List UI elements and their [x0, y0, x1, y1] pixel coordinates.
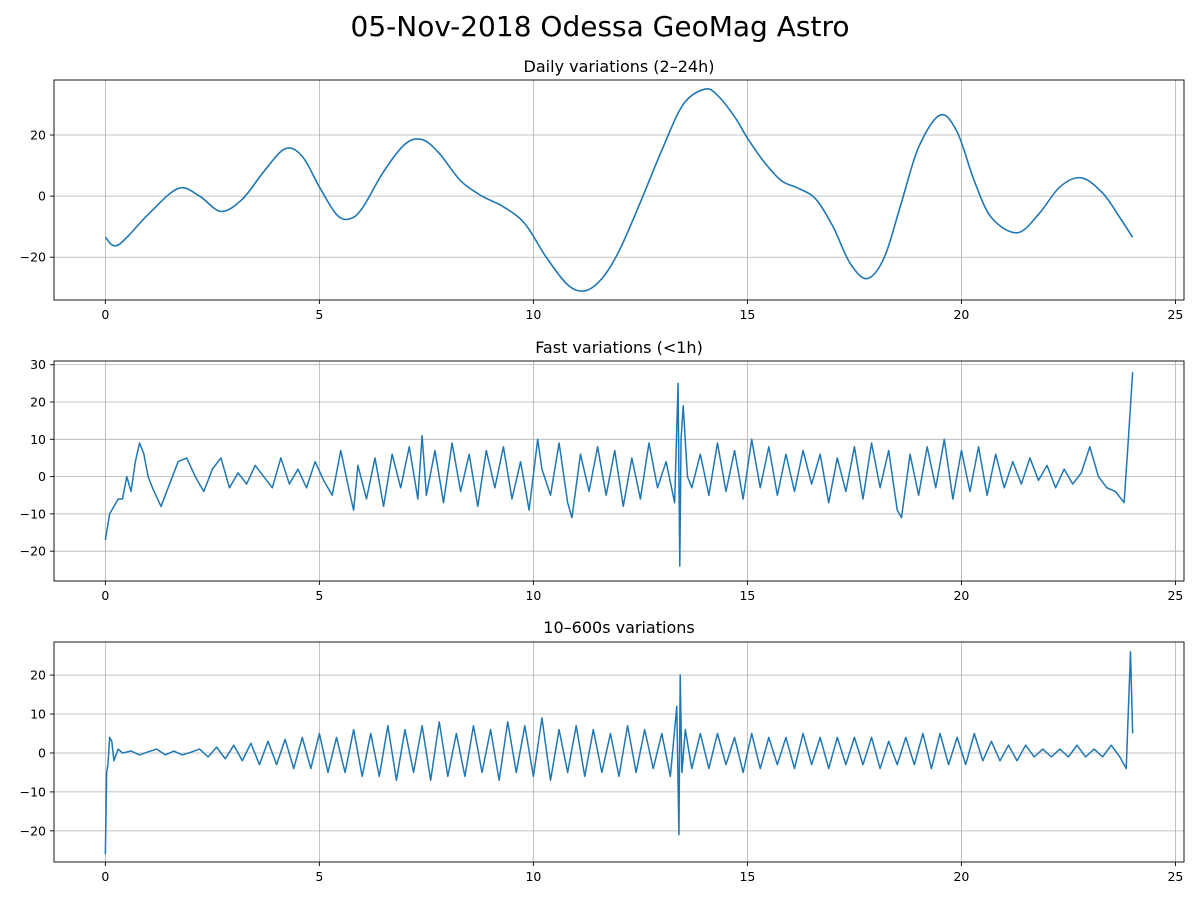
x-tick-label: 20: [953, 588, 969, 603]
panel-daily-variations: Daily variations (2–24h) 0 5 10 15 20 25 −20 0 2…: [20, 57, 1185, 322]
panel-short-period-variations: 10–600s variations 0 5 10 15 20 25 −20 −10 0 10 20: [20, 618, 1185, 884]
y-tick-label: 0: [38, 745, 46, 760]
x-tick-label: 15: [739, 307, 755, 322]
panel-title: Daily variations (2–24h): [524, 57, 715, 76]
series-line: [104, 372, 1134, 567]
figure-title: 05-Nov-2018 Odessa GeoMag Astro: [350, 10, 850, 43]
y-tick-label: 20: [30, 668, 46, 683]
panel-fast-variations: Fast variations (<1h) 0 5 10 15 20 25 −20 −10 0 1…: [20, 338, 1185, 603]
series-line: [104, 88, 1134, 292]
x-tick-label: 15: [739, 869, 755, 884]
y-tick-label: 10: [30, 707, 46, 722]
x-tick-label: 0: [101, 588, 109, 603]
x-tick-label: 25: [1167, 588, 1183, 603]
y-tick-label: 30: [30, 357, 46, 372]
panel-title: 10–600s variations: [543, 618, 694, 637]
x-tick-label: 10: [525, 869, 541, 884]
axes-frame: [53, 79, 1185, 301]
axes-frame: [53, 641, 1185, 863]
y-tick-label: 0: [38, 189, 46, 204]
y-tick-label: −10: [20, 784, 46, 799]
y-tick-label: −20: [20, 250, 46, 265]
y-tick-label: −20: [20, 544, 46, 559]
y-tick-label: 0: [38, 469, 46, 484]
x-tick-label: 20: [953, 307, 969, 322]
x-tick-label: 5: [315, 869, 323, 884]
x-tick-label: 25: [1167, 307, 1183, 322]
x-tick-label: 10: [525, 307, 541, 322]
x-tick-label: 25: [1167, 869, 1183, 884]
series-line: [104, 650, 1134, 855]
x-tick-label: 0: [101, 307, 109, 322]
y-tick-label: 20: [30, 128, 46, 143]
y-tick-label: −10: [20, 506, 46, 521]
axes-frame: [53, 360, 1185, 582]
y-tick-label: −20: [20, 823, 46, 838]
x-tick-label: 20: [953, 869, 969, 884]
y-tick-label: 10: [30, 432, 46, 447]
y-tick-label: 20: [30, 395, 46, 410]
x-tick-label: 10: [525, 588, 541, 603]
x-tick-label: 0: [101, 869, 109, 884]
x-tick-label: 15: [739, 588, 755, 603]
panel-title: Fast variations (<1h): [535, 338, 703, 357]
x-tick-label: 5: [315, 588, 323, 603]
x-tick-label: 5: [315, 307, 323, 322]
